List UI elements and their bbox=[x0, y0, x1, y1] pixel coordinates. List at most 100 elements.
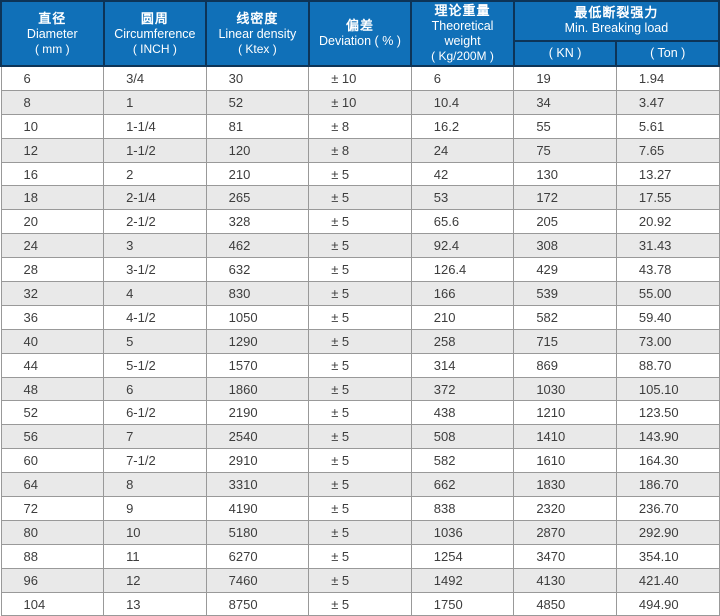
table-cell: 123.50 bbox=[615, 400, 720, 426]
table-cell: 1290 bbox=[205, 328, 310, 354]
header-label-zh: 理论重量 bbox=[434, 3, 491, 18]
table-cell: 126.4 bbox=[410, 257, 515, 283]
table-row: 44 5-1/2 1570 ± 5 314 869 88.70 bbox=[0, 352, 720, 378]
table-cell: 19 bbox=[513, 65, 617, 91]
table-cell: ± 5 bbox=[308, 281, 412, 306]
table-row: 16 2 210 ± 5 42 130 13.27 bbox=[0, 161, 720, 187]
table-cell: 130 bbox=[513, 161, 617, 187]
table-cell: 186.70 bbox=[615, 472, 720, 498]
table-body: 6 3/4 30 ± 10 6 19 1.94 8 1 52 ± 10 10.4 34 3.47 10 1-1… bbox=[0, 65, 720, 616]
table-cell: 2540 bbox=[205, 424, 310, 450]
table-cell: 72 bbox=[0, 496, 105, 521]
table-row: 52 6-1/2 2190 ± 5 438 1210 123.50 bbox=[0, 400, 720, 426]
table-cell: 429 bbox=[513, 257, 617, 283]
table-cell: 13 bbox=[103, 591, 207, 616]
table-cell: 48 bbox=[0, 376, 105, 402]
table-cell: 494.90 bbox=[615, 591, 720, 616]
col-header-circumference: 圆周 Circumference ( INCH ) bbox=[102, 0, 208, 67]
table-cell: 582 bbox=[513, 304, 617, 330]
table-cell: 715 bbox=[513, 328, 617, 354]
table-cell: 7 bbox=[103, 424, 207, 450]
table-cell: 7-1/2 bbox=[103, 448, 207, 474]
table-cell: ± 5 bbox=[308, 352, 412, 378]
table-cell: 64 bbox=[0, 472, 105, 498]
table-row: 64 8 3310 ± 5 662 1830 186.70 bbox=[0, 472, 720, 498]
table-cell: 5 bbox=[103, 328, 207, 354]
table-cell: 2320 bbox=[513, 496, 617, 521]
table-cell: 2910 bbox=[205, 448, 310, 474]
table-cell: 105.10 bbox=[615, 376, 720, 402]
table-cell: 59.40 bbox=[615, 304, 720, 330]
table-cell: 75 bbox=[513, 137, 617, 163]
col-header-theoretical-weight: 理论重量 Theoretical weight ( Kg/200M ) bbox=[410, 0, 515, 67]
table-cell: 92.4 bbox=[410, 233, 515, 259]
table-cell: 5-1/2 bbox=[103, 352, 207, 378]
table-cell: 632 bbox=[205, 257, 310, 283]
header-label-zh: 直径 bbox=[38, 10, 67, 26]
table-row: 40 5 1290 ± 5 258 715 73.00 bbox=[0, 328, 720, 354]
table-cell: 17.55 bbox=[615, 185, 720, 211]
col-header-deviation: 偏差 Deviation ( % ) bbox=[307, 0, 413, 67]
table-cell: 30 bbox=[205, 65, 310, 91]
table-cell: 24 bbox=[0, 233, 105, 259]
table-cell: 42 bbox=[410, 161, 515, 187]
table-cell: 12 bbox=[0, 137, 105, 163]
table-cell: 143.90 bbox=[615, 424, 720, 450]
header-label-zh: 线密度 bbox=[236, 10, 279, 26]
table-cell: 8750 bbox=[205, 591, 310, 616]
table-cell: 3.47 bbox=[615, 89, 720, 115]
table-cell: 292.90 bbox=[615, 519, 720, 545]
table-cell: ± 5 bbox=[308, 161, 412, 187]
table-row: 28 3-1/2 632 ± 5 126.4 429 43.78 bbox=[0, 257, 720, 283]
table-cell: 236.70 bbox=[615, 496, 720, 521]
table-row: 80 10 5180 ± 5 1036 2870 292.90 bbox=[0, 519, 720, 545]
table-cell: ± 5 bbox=[308, 519, 412, 545]
table-row: 60 7-1/2 2910 ± 5 582 1610 164.30 bbox=[0, 448, 720, 474]
table-cell: 5180 bbox=[205, 519, 310, 545]
table-cell: 53 bbox=[410, 185, 515, 211]
table-cell: 28 bbox=[0, 257, 105, 283]
table-cell: 20 bbox=[0, 209, 105, 235]
header-label-en: Theoretical weight bbox=[431, 19, 494, 48]
table-cell: 18 bbox=[0, 185, 105, 211]
table-cell: 56 bbox=[0, 424, 105, 450]
header-label-zh: 最低断裂强力 bbox=[574, 5, 659, 21]
table-cell: 582 bbox=[410, 448, 515, 474]
table-cell: 1030 bbox=[513, 376, 617, 402]
table-cell: 9 bbox=[103, 496, 207, 521]
table-cell: 1410 bbox=[513, 424, 617, 450]
table-cell: 120 bbox=[205, 137, 310, 163]
table-cell: 1 bbox=[103, 89, 207, 115]
table-cell: 838 bbox=[410, 496, 515, 521]
table-cell: 16.2 bbox=[410, 113, 515, 139]
table-cell: 1210 bbox=[513, 400, 617, 426]
table-cell: 328 bbox=[205, 209, 310, 235]
table-row: 36 4-1/2 1050 ± 5 210 582 59.40 bbox=[0, 304, 720, 330]
table-cell: 6-1/2 bbox=[103, 400, 207, 426]
table-cell: 40 bbox=[0, 328, 105, 354]
table-cell: 314 bbox=[410, 352, 515, 378]
header-label-unit: ( INCH ) bbox=[132, 41, 177, 56]
table-cell: 52 bbox=[205, 89, 310, 115]
table-cell: 3310 bbox=[205, 472, 310, 498]
table-cell: 438 bbox=[410, 400, 515, 426]
table-cell: 73.00 bbox=[615, 328, 720, 354]
table-cell: ± 5 bbox=[308, 304, 412, 330]
table-cell: 265 bbox=[205, 185, 310, 211]
table-cell: 3/4 bbox=[103, 65, 207, 91]
table-cell: 88 bbox=[0, 543, 105, 569]
table-cell: 32 bbox=[0, 281, 105, 306]
table-cell: 6 bbox=[410, 65, 515, 91]
table-cell: ± 5 bbox=[308, 472, 412, 498]
table-cell: 3 bbox=[103, 233, 207, 259]
table-cell: 13.27 bbox=[615, 161, 720, 187]
table-cell: 4-1/2 bbox=[103, 304, 207, 330]
table-row: 20 2-1/2 328 ± 5 65.6 205 20.92 bbox=[0, 209, 720, 235]
table-cell: 166 bbox=[410, 281, 515, 306]
table-cell: ± 5 bbox=[308, 185, 412, 211]
table-cell: 1050 bbox=[205, 304, 310, 330]
table-row: 12 1-1/2 120 ± 8 24 75 7.65 bbox=[0, 137, 720, 163]
table-cell: 44 bbox=[0, 352, 105, 378]
table-cell: 3470 bbox=[513, 543, 617, 569]
